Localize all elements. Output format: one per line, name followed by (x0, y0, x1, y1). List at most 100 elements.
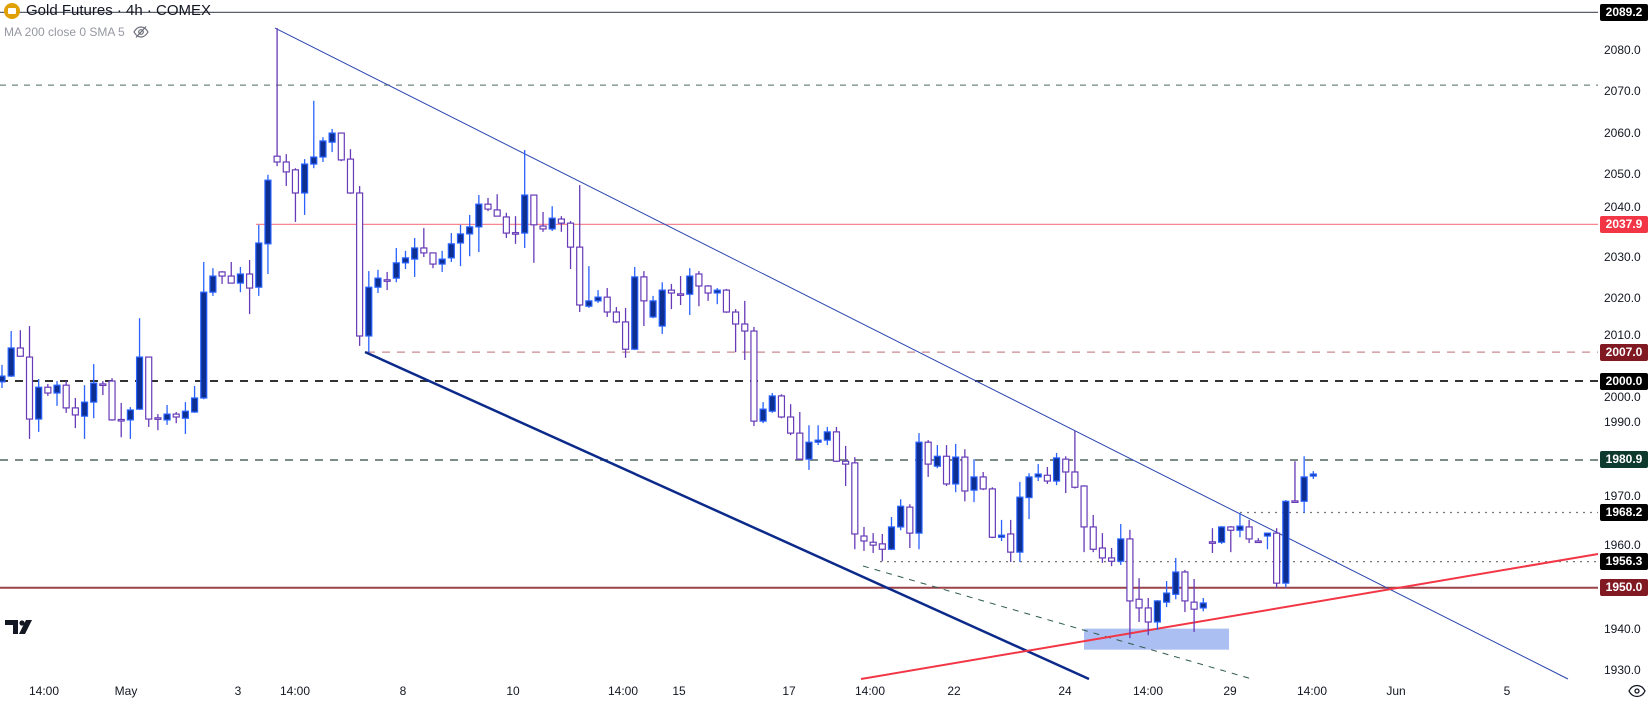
candle-body (475, 203, 483, 228)
date-tick: 14:00 (854, 684, 886, 698)
candle-body (163, 413, 171, 421)
candle-body (860, 535, 868, 542)
candle-body (1098, 547, 1107, 559)
candle-body (1162, 592, 1171, 603)
candle-body (621, 321, 630, 350)
candle-body (704, 285, 712, 294)
candle-body (1245, 526, 1253, 540)
candle-body (356, 192, 364, 337)
candle-body (35, 386, 43, 420)
candle-body (603, 296, 611, 313)
candle-body (1034, 473, 1042, 478)
candle-body (411, 247, 419, 260)
price-level-tag: 2089.2 (1600, 3, 1648, 21)
price-level-tag: 2007.0 (1600, 343, 1648, 361)
upper-channel-line (274, 27, 1569, 680)
candle-body (135, 356, 144, 410)
candle-body (392, 262, 400, 279)
eye-icon[interactable] (1628, 684, 1646, 698)
gold-coin-icon (4, 2, 20, 19)
candle-body (1144, 607, 1152, 623)
lower-channel-line (364, 350, 1090, 681)
candle-body (1300, 476, 1308, 502)
tradingview-logo[interactable] (5, 618, 39, 636)
candle-body (71, 407, 79, 416)
candle-body (1126, 538, 1134, 602)
candle-body (282, 161, 290, 173)
candle-body (301, 163, 309, 194)
candle-body (0, 375, 6, 383)
candle-body (374, 277, 382, 288)
candle-body (1227, 526, 1235, 531)
candle-body (1135, 598, 1143, 609)
candle-body (273, 155, 281, 163)
candle-body (227, 275, 235, 284)
candle-body (924, 441, 932, 465)
horizontal-levels (0, 11, 1598, 589)
candle-body (530, 194, 538, 226)
eye-slash-icon[interactable] (133, 26, 149, 38)
candle-body (108, 380, 116, 421)
price-tick: 2060.0 (1604, 125, 1641, 140)
candle-body (209, 275, 217, 293)
candle-body (16, 347, 24, 357)
candle-body (44, 386, 52, 394)
candle-body (521, 194, 529, 234)
price-tick: 1940.0 (1604, 621, 1641, 636)
candle-body (126, 409, 134, 421)
candle-body (695, 273, 703, 287)
candle-body (236, 273, 245, 284)
candle-body (906, 506, 914, 534)
candle-body (1309, 473, 1317, 477)
candle-body (502, 216, 510, 234)
candle-body (649, 300, 657, 318)
candle-body (805, 441, 813, 460)
candle-body (814, 439, 822, 443)
indicator-label[interactable]: MA 200 close 0 SMA 5 (4, 25, 125, 39)
date-tick: 14:00 (279, 684, 311, 698)
candle-body (658, 289, 666, 327)
candle-body (346, 158, 355, 194)
candle-body (255, 242, 263, 288)
price-tick: 2010.0 (1604, 328, 1641, 343)
symbol-title[interactable]: Gold Futures · 4h · COMEX (26, 2, 212, 19)
candle-body (1062, 458, 1070, 473)
candle-body (484, 203, 492, 210)
candle-body (1199, 602, 1207, 609)
candle-body (1254, 540, 1262, 544)
candle-body (970, 476, 978, 491)
support-zone (1084, 628, 1229, 650)
candle-body (823, 431, 831, 441)
candle-body (759, 408, 767, 422)
candle-body (291, 169, 300, 194)
date-tick: 29 (1223, 684, 1237, 698)
candle-body (62, 384, 70, 409)
candle-body (1043, 474, 1051, 482)
candle-body (218, 271, 226, 277)
candle-body (722, 289, 731, 313)
price-level-tag: 1980.9 (1600, 451, 1648, 469)
candle-body (979, 476, 987, 490)
candle-body (154, 417, 162, 420)
candle-body (1107, 557, 1116, 562)
candle-body (988, 488, 996, 538)
candle-body (777, 395, 786, 418)
candle-body (337, 132, 345, 161)
candle-body (383, 279, 391, 282)
price-tick: 2050.0 (1604, 166, 1641, 181)
candle-body (566, 222, 575, 248)
chart-header: Gold Futures · 4h · COMEX (4, 2, 211, 19)
candle-body (438, 258, 446, 265)
candle-body (832, 431, 841, 462)
candle-body (961, 456, 969, 492)
price-level-tag: 2037.9 (1600, 215, 1648, 233)
candle-body (640, 276, 648, 302)
candle-body (997, 534, 1006, 538)
candle-body (585, 300, 593, 307)
candle-body (181, 410, 189, 419)
price-level-tag: 1950.0 (1600, 579, 1648, 597)
date-tick: 3 (234, 684, 242, 698)
date-tick: 14:00 (1132, 684, 1164, 698)
price-tick: 2080.0 (1604, 42, 1641, 57)
